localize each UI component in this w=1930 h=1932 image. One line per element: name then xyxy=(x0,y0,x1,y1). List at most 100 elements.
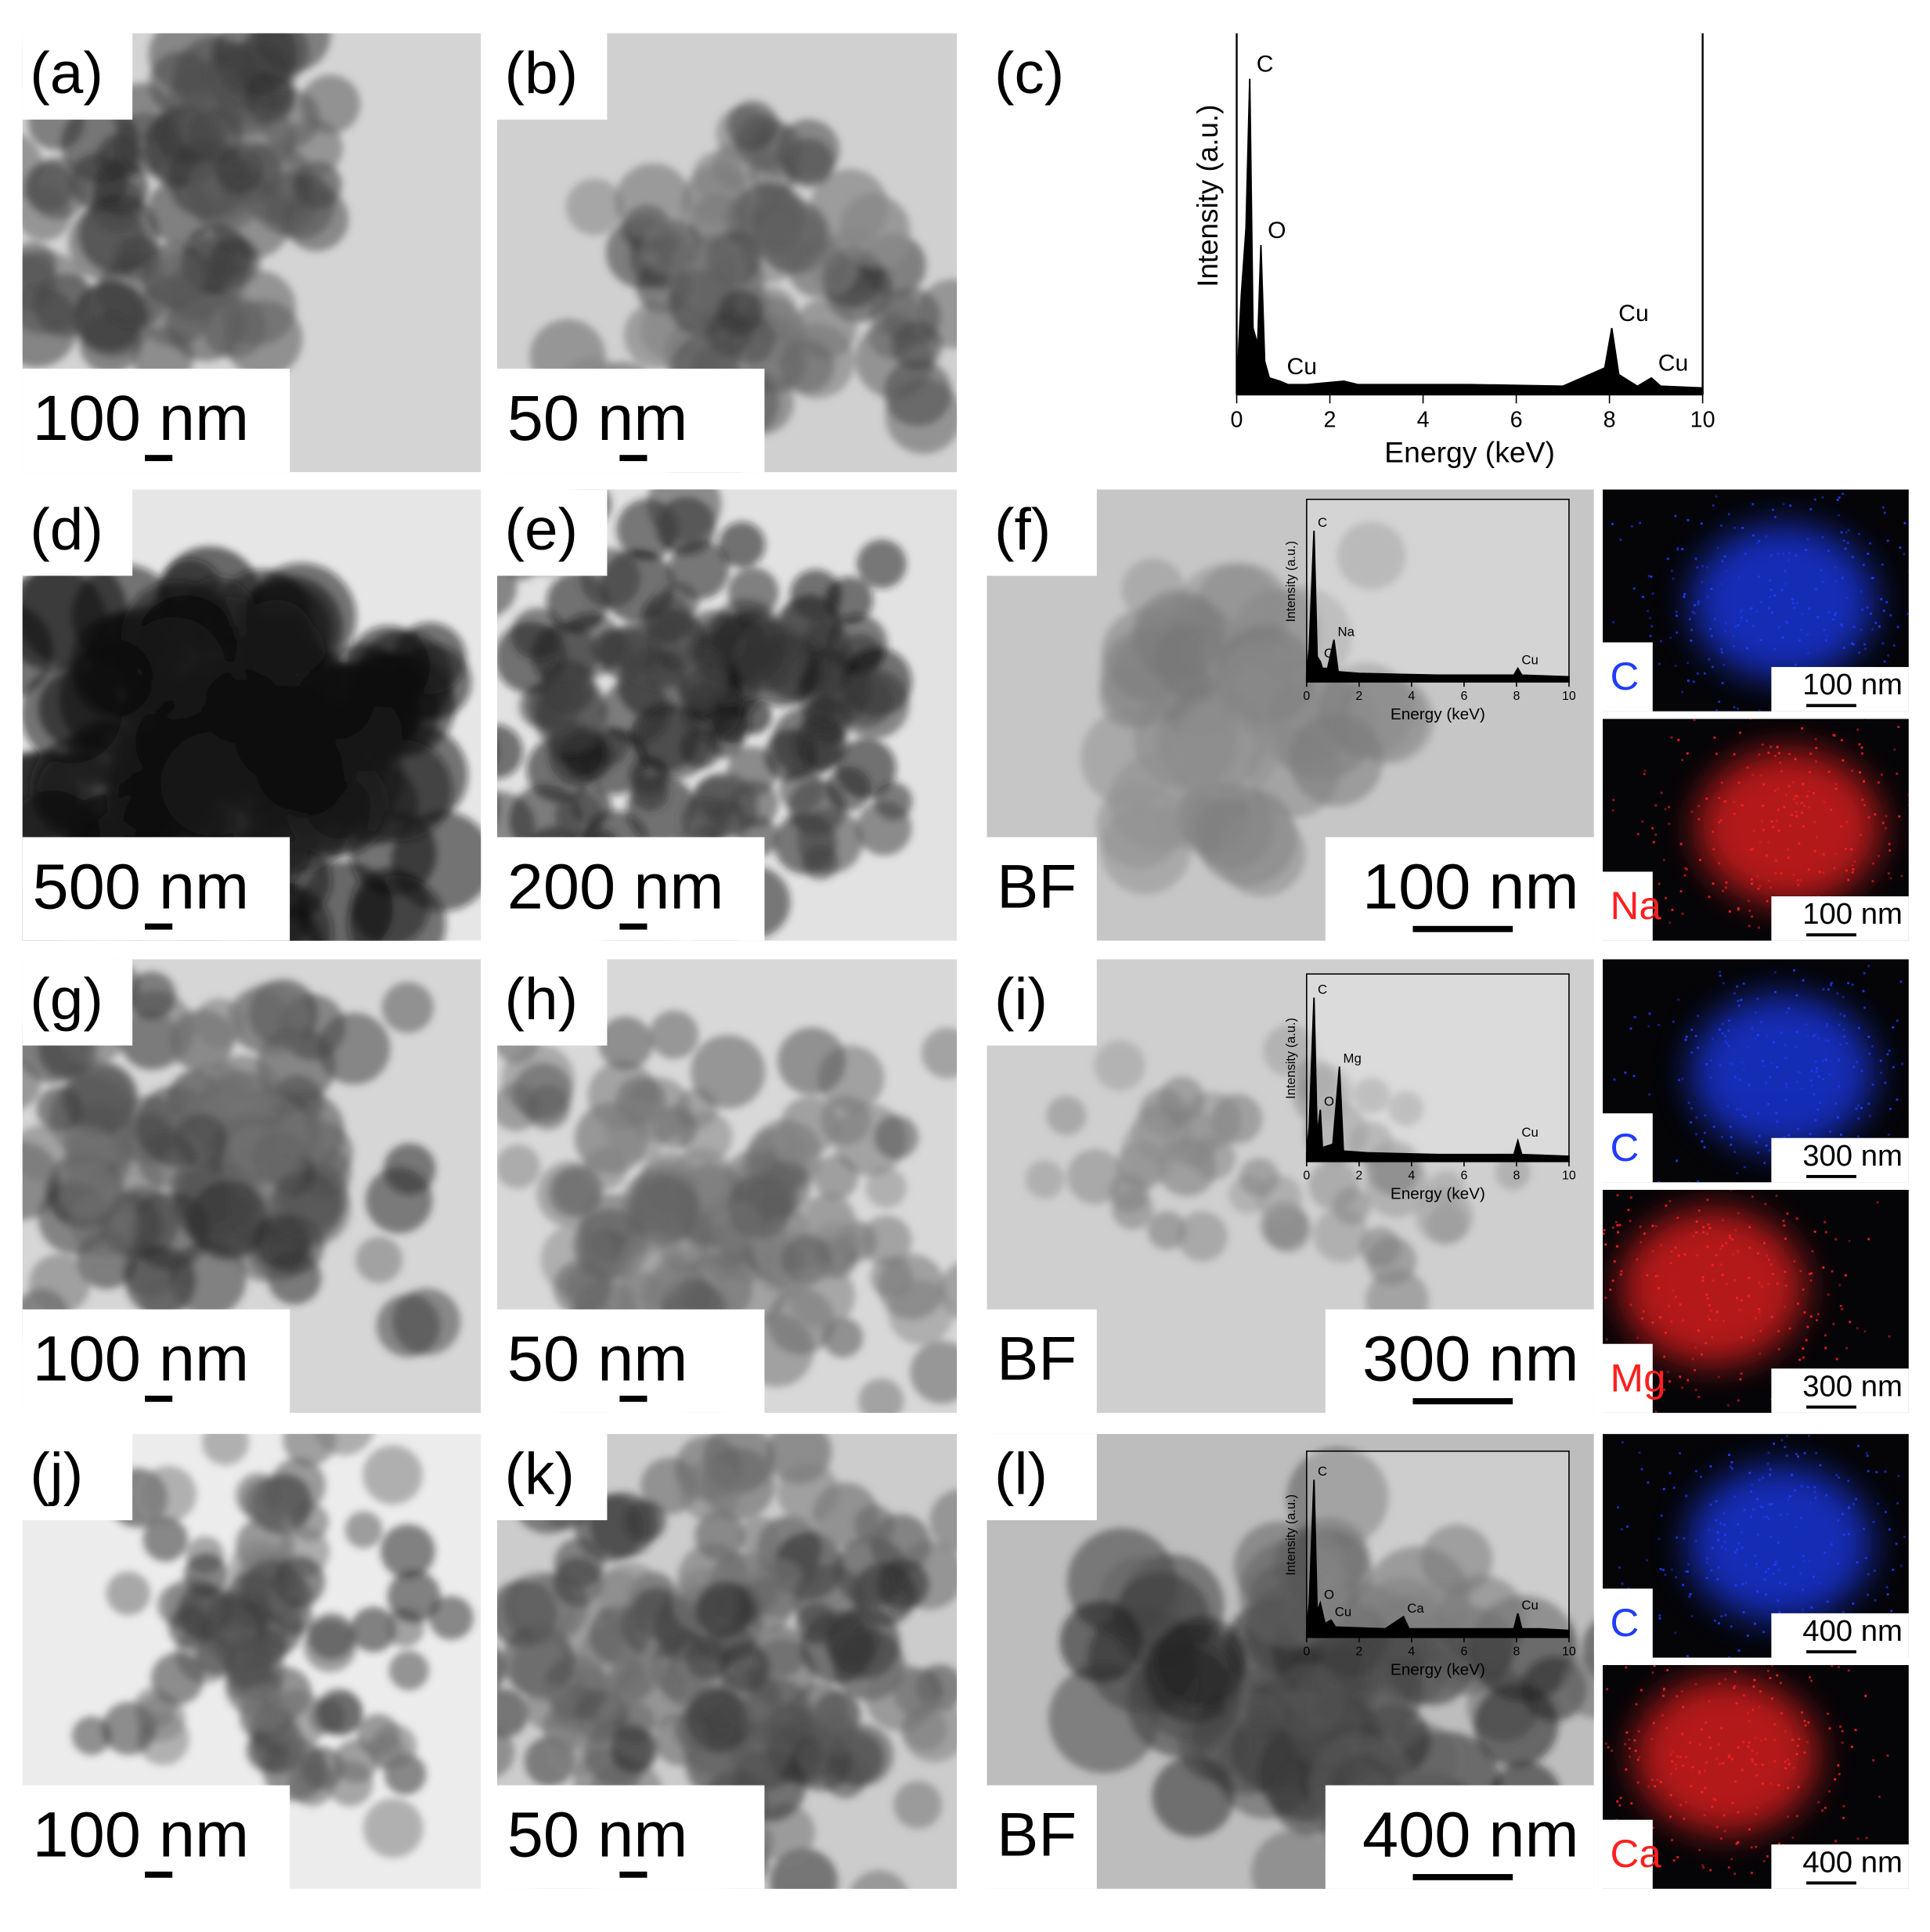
particle xyxy=(1359,1227,1401,1268)
map-dot xyxy=(1618,1804,1622,1807)
peak-label: C xyxy=(1318,1464,1327,1479)
map-dot xyxy=(1741,526,1744,529)
map-dot xyxy=(1710,588,1713,590)
map-dot xyxy=(1851,642,1853,645)
map-dot xyxy=(1715,1500,1718,1503)
map-dot xyxy=(1669,1793,1672,1797)
particle xyxy=(598,1016,653,1070)
map-dot xyxy=(1654,1274,1658,1278)
map-dot xyxy=(1733,644,1735,647)
map-dot xyxy=(1737,908,1740,911)
map-dot xyxy=(1734,625,1737,628)
map-dot xyxy=(1784,1056,1788,1059)
map-dot xyxy=(1867,552,1870,555)
map-dot xyxy=(1713,618,1716,621)
map-dot xyxy=(1833,734,1836,737)
particle xyxy=(1095,782,1184,869)
map-dot xyxy=(1646,1559,1649,1562)
map-dot xyxy=(1787,1182,1790,1183)
map-dot xyxy=(1874,1570,1876,1572)
particle xyxy=(28,1253,90,1314)
panel-label: (d) xyxy=(30,496,103,562)
map-glow xyxy=(1621,1209,1805,1366)
map-dot xyxy=(1755,1317,1757,1320)
map-dot xyxy=(1728,1019,1730,1022)
map-glow xyxy=(1687,1465,1872,1622)
x-tick-label: 0 xyxy=(1303,1645,1310,1659)
map-dot xyxy=(1818,870,1821,874)
map-dot xyxy=(1755,1566,1759,1569)
map-dot xyxy=(1733,706,1736,708)
map-dot xyxy=(1766,1855,1769,1858)
map-dot xyxy=(1773,648,1777,651)
map-dot xyxy=(1718,796,1721,799)
particle xyxy=(133,1687,176,1729)
map-dot xyxy=(1769,596,1771,599)
map-dot xyxy=(1658,1617,1661,1620)
map-dot xyxy=(1651,1671,1654,1674)
map-dot xyxy=(1809,508,1813,510)
map-dot xyxy=(1840,825,1843,828)
map-dot xyxy=(1798,639,1801,642)
map-dot xyxy=(1693,719,1696,721)
map-dot xyxy=(1706,1198,1709,1202)
map-dot xyxy=(1758,539,1761,542)
map-dot xyxy=(1825,1494,1828,1497)
map-dot xyxy=(1856,1561,1859,1564)
map-dot xyxy=(1830,1543,1833,1546)
map-dot xyxy=(1893,748,1896,751)
map-dot xyxy=(1874,813,1877,816)
map-dot xyxy=(1678,1079,1681,1082)
map-dot xyxy=(1746,1046,1749,1049)
map-dot xyxy=(1718,1622,1720,1624)
map-dot xyxy=(1733,992,1736,995)
map-dot xyxy=(1851,870,1854,874)
map-dot xyxy=(1817,1075,1820,1078)
map-dot xyxy=(1702,1226,1705,1228)
map-dot xyxy=(1903,1535,1906,1538)
map-dot xyxy=(1634,1016,1636,1018)
map-dot xyxy=(1769,579,1772,582)
map-dot xyxy=(1635,1703,1638,1706)
map-dot xyxy=(1842,1610,1845,1613)
map-dot xyxy=(1770,1315,1773,1318)
particle xyxy=(345,1511,383,1548)
panel-label-box xyxy=(496,959,608,1046)
map-dot xyxy=(1706,954,1708,957)
map-dot xyxy=(1832,1322,1835,1325)
particle xyxy=(188,1180,269,1260)
particle xyxy=(839,196,912,268)
map-dot xyxy=(1856,1837,1860,1840)
x-tick-label: 8 xyxy=(1513,690,1520,703)
map-dot xyxy=(1749,607,1752,611)
map-dot xyxy=(1887,872,1890,875)
map-dot xyxy=(1723,1541,1726,1544)
map-dot xyxy=(1731,1238,1734,1241)
map-dot xyxy=(1842,1029,1845,1031)
map-dot xyxy=(1813,1230,1816,1233)
particle xyxy=(1218,810,1306,897)
map-dot xyxy=(1661,1694,1665,1697)
map-dot xyxy=(1808,1559,1811,1563)
map-dot xyxy=(1813,791,1815,795)
map-dot xyxy=(1797,1455,1799,1458)
map-dot xyxy=(1706,1245,1709,1249)
map-dot xyxy=(1743,1508,1746,1512)
map-dot xyxy=(1792,798,1795,801)
map-dot xyxy=(1755,1812,1758,1815)
map-dot xyxy=(1638,1451,1641,1454)
map-dot xyxy=(1802,1608,1804,1611)
map-dot xyxy=(1774,755,1777,758)
map-dot xyxy=(1751,1760,1754,1763)
scale-bar xyxy=(619,1395,648,1402)
particle xyxy=(893,1780,943,1829)
particle xyxy=(388,1650,429,1691)
map-dot xyxy=(1813,820,1816,824)
map-dot xyxy=(1713,736,1716,739)
map-dot xyxy=(1788,1007,1791,1010)
map-dot xyxy=(1748,1246,1751,1249)
map-dot xyxy=(1628,1738,1631,1741)
particle xyxy=(496,622,568,694)
map-dot xyxy=(1681,1732,1683,1736)
particles xyxy=(71,1433,474,1858)
